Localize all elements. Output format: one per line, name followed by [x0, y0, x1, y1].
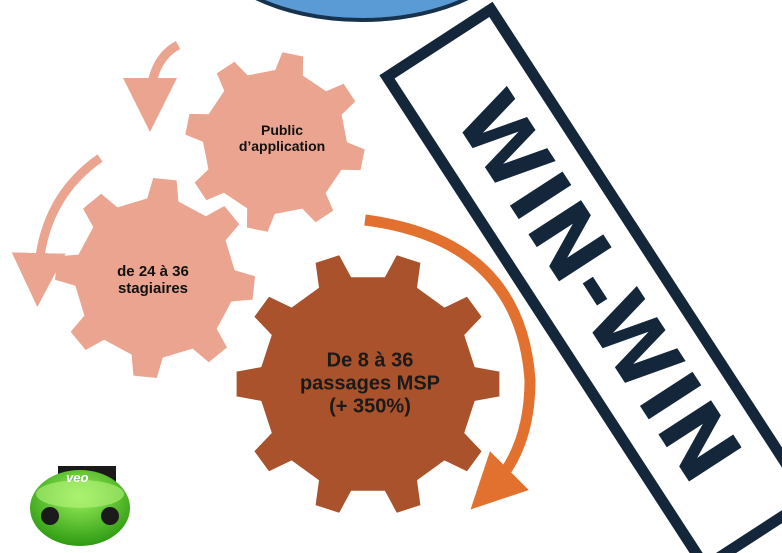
logo-text: veo: [66, 470, 88, 485]
gear-label: Public d’application: [222, 122, 342, 154]
gear-label: De 8 à 36 passages MSP (+ 350%): [295, 350, 445, 419]
arrow: [150, 45, 178, 105]
slide: Public d’application de 24 à 36 stagiair…: [0, 0, 782, 553]
gear-label: de 24 à 36 stagiaires: [98, 263, 208, 297]
